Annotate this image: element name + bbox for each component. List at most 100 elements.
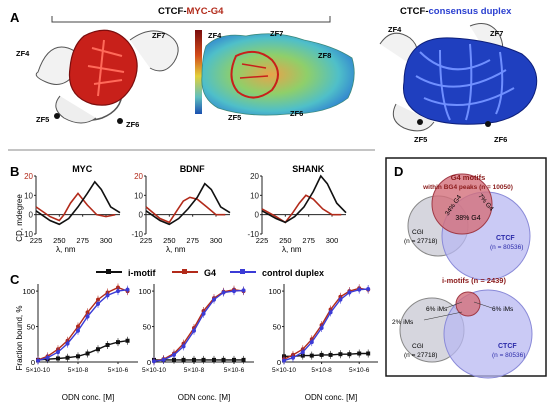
cd-y-tick-label: 0 [139, 211, 144, 220]
cd-x-tick-label: 275 [302, 236, 315, 245]
bind-x-tick-label: 5×10-8 [311, 367, 332, 374]
bind-point-duplex [152, 359, 156, 364]
bind-y-tick-label: 100 [138, 287, 151, 296]
cd-y-tick-label: 10 [134, 191, 143, 200]
bind-y-tick-label: 0 [147, 358, 151, 367]
bind-point-duplex [96, 301, 100, 306]
bind-point-duplex [116, 289, 120, 294]
zf8-label-mid: ZF8 [318, 51, 331, 60]
cd-y-tick-label: -10 [21, 230, 33, 239]
binding-legend: i-motif G4 control duplex [96, 268, 324, 278]
cd-y-tick-label: 20 [24, 172, 33, 181]
binding-chart-2: 100 50 05×10-10 5×10-8 5×10-6 ODN conc. [M] [268, 284, 378, 402]
structure-ctcf-myc-g4: ZF4 ZF7 ZF5 ZF6 [16, 29, 179, 129]
bind-point-imotif [172, 357, 176, 362]
venn-top-cgi-n: (n = 27718) [404, 238, 437, 245]
bind-point-duplex [366, 286, 371, 291]
cd-x-tick-label: 300 [100, 236, 113, 245]
bind-point-duplex [290, 355, 295, 360]
bind-x-tick-label: 5×10-10 [142, 367, 166, 374]
bind-y-tick-label: 50 [27, 323, 35, 332]
bind-y-tick-label: 0 [31, 358, 35, 367]
bind-point-duplex [125, 287, 130, 292]
bind-point-imotif [212, 357, 216, 362]
bind-point-imotif [338, 352, 343, 357]
structure-ctcf-duplex: ZF4 ZF7 ZF5 ZF6 [379, 23, 538, 144]
cd-series-i-motif [35, 180, 121, 226]
bind-point-imotif [125, 338, 130, 343]
venn-bot-left-pct: 6% iMs [426, 306, 448, 313]
bind-point-duplex [357, 287, 362, 292]
bind-point-duplex [65, 341, 70, 346]
bind-point-imotif [309, 353, 314, 358]
panel-c: C i-motif G4 control duplex Fraction bou… [10, 268, 378, 402]
color-scale-bar [195, 30, 202, 114]
bind-point-imotif [347, 352, 352, 357]
cd-x-tick-label: 250 [279, 236, 292, 245]
venn-bot-outer-pct: 2% iMs [392, 319, 414, 326]
venn-bot-title: i-motifs (n = 2439) [442, 276, 506, 285]
cd-x-tick-label: 225 [140, 236, 153, 245]
bind-x-label: ODN conc. [M] [305, 393, 357, 402]
cd-x-label: λ, nm [282, 245, 302, 254]
zf6-label-left: ZF6 [126, 120, 139, 129]
cd-x-label: λ, nm [166, 245, 186, 254]
cd-x-tick-label: 300 [326, 236, 339, 245]
cd-y-tick-label: -10 [247, 230, 259, 239]
venn-top-cgi-label: CGI [412, 229, 424, 236]
venn-top-ctcf-label: CTCF [496, 235, 515, 242]
bind-point-duplex [192, 328, 196, 333]
bind-point-duplex [300, 350, 305, 355]
cd-x-tick-label: 300 [210, 236, 223, 245]
binding-chart-1: 100 50 05×10-10 5×10-8 5×10-6 ODN conc. [M] [138, 284, 254, 402]
bind-point-g4 [96, 297, 100, 302]
bind-x-tick-label: 5×10-6 [349, 367, 370, 374]
legend-duplex: control duplex [262, 268, 324, 278]
cd-chart-title: BDNF [180, 164, 205, 174]
bind-point-duplex [45, 355, 50, 360]
panel-a-letter: A [10, 10, 20, 25]
bind-curve-control duplex [283, 288, 369, 362]
cd-x-tick-label: 225 [256, 236, 269, 245]
venn-top-title-2: within BG4 peaks (n = 10050) [422, 184, 513, 191]
bind-y-tick-label: 50 [273, 323, 281, 332]
bind-point-imotif [192, 357, 196, 362]
bind-point-duplex [241, 288, 246, 293]
cd-x-label: λ, nm [56, 245, 76, 254]
bind-point-imotif [181, 357, 186, 362]
cd-series-i-motif [145, 182, 231, 226]
bind-point-g4 [85, 310, 90, 315]
bind-point-imotif [357, 351, 362, 356]
bind-point-imotif [76, 354, 80, 359]
zf4-label-right: ZF4 [388, 25, 402, 34]
bind-point-duplex [36, 358, 40, 363]
venn-bot-right-pct: 6% iMs [492, 306, 514, 313]
cd-y-tick-label: 20 [250, 172, 259, 181]
zf4-label-left: ZF4 [16, 49, 30, 58]
cd-x-tick-label: 275 [76, 236, 89, 245]
bind-point-duplex [328, 310, 333, 315]
zf5-label-left: ZF5 [36, 115, 49, 124]
bind-point-duplex [309, 340, 314, 345]
cd-x-tick-label: 250 [163, 236, 176, 245]
bind-point-duplex [338, 297, 343, 302]
panel-d: D G4 motifs within BG4 peaks (n = 10050)… [385, 157, 547, 379]
bind-x-label: ODN conc. [M] [62, 393, 114, 402]
cd-x-tick-label: 250 [53, 236, 66, 245]
zf7-label-mid: ZF7 [270, 29, 283, 38]
bind-x-tick-label: 5×10-8 [184, 367, 205, 374]
binding-chart-0: 100 50 05×10-10 5×10-8 5×10-6 ODN conc. [M] [22, 283, 138, 402]
venn-bot-ctcf-label: CTCF [498, 343, 517, 350]
cd-ylabel: CD, mdegree [15, 194, 24, 242]
cd-series-G4 [261, 194, 342, 224]
bind-x-tick-label: 5×10-8 [68, 367, 89, 374]
bind-point-imotif [328, 352, 333, 357]
bind-x-tick-label: 5×10-6 [224, 367, 245, 374]
legend-g4: G4 [204, 268, 216, 278]
bind-point-imotif [105, 342, 110, 347]
zf5-label-mid: ZF5 [228, 113, 241, 122]
bind-y-tick-label: 100 [268, 287, 281, 296]
cd-series-i-motif [261, 174, 347, 224]
